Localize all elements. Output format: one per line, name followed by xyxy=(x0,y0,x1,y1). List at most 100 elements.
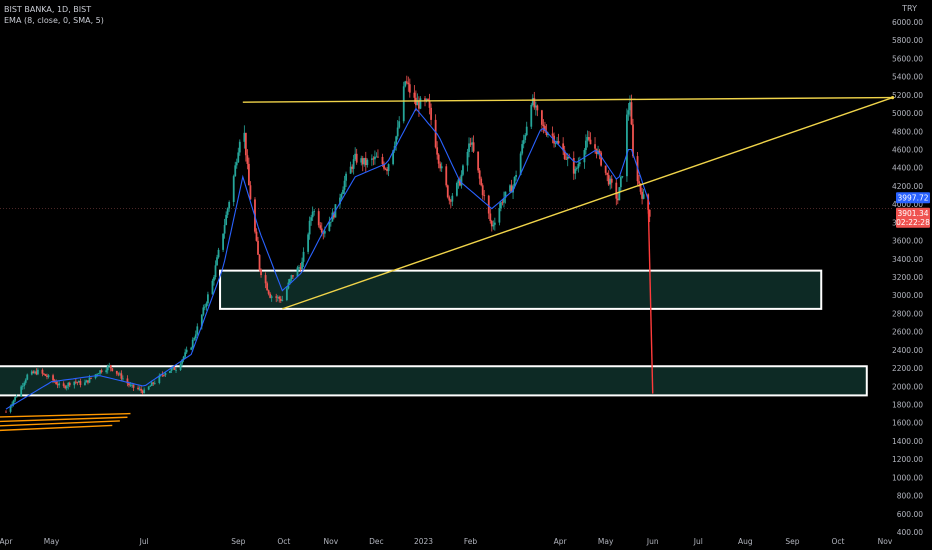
candle-body[interactable] xyxy=(619,177,622,188)
candle-body[interactable] xyxy=(74,381,77,383)
resistance-line[interactable] xyxy=(242,96,893,103)
candle-body[interactable] xyxy=(248,163,250,186)
candle-body[interactable] xyxy=(237,152,240,163)
candle-body[interactable] xyxy=(126,378,129,384)
candle-body[interactable] xyxy=(281,300,284,301)
candle-body[interactable] xyxy=(340,194,343,198)
candle-body[interactable] xyxy=(246,155,249,164)
candle-body[interactable] xyxy=(554,143,557,144)
candle-body[interactable] xyxy=(503,197,505,203)
candle-body[interactable] xyxy=(96,374,98,376)
candle-body[interactable] xyxy=(267,290,270,294)
candle-body[interactable] xyxy=(551,133,554,136)
candle-body[interactable] xyxy=(223,224,226,234)
candle-body[interactable] xyxy=(618,187,621,201)
candle-body[interactable] xyxy=(462,165,464,175)
candle-body[interactable] xyxy=(207,294,209,304)
candle-body[interactable] xyxy=(162,374,165,376)
candle-body[interactable] xyxy=(105,370,108,373)
candle-body[interactable] xyxy=(308,220,311,235)
candle-body[interactable] xyxy=(185,349,188,353)
candle-body[interactable] xyxy=(111,368,114,371)
candle-body[interactable] xyxy=(106,365,109,371)
candle-body[interactable] xyxy=(76,382,79,383)
candle-body[interactable] xyxy=(64,385,67,389)
candle-body[interactable] xyxy=(100,370,103,373)
candle-body[interactable] xyxy=(487,195,490,214)
candle-body[interactable] xyxy=(342,189,344,195)
candle-body[interactable] xyxy=(541,110,543,125)
candle-body[interactable] xyxy=(169,370,171,373)
candle-body[interactable] xyxy=(542,124,545,127)
candle-body[interactable] xyxy=(407,82,410,85)
candle-body[interactable] xyxy=(296,267,299,277)
candle-body[interactable] xyxy=(446,185,449,198)
candle-body[interactable] xyxy=(238,141,241,153)
candle-body[interactable] xyxy=(370,158,373,160)
candle-body[interactable] xyxy=(320,228,323,233)
candle-body[interactable] xyxy=(451,195,454,202)
candle-body[interactable] xyxy=(58,383,61,386)
candle-body[interactable] xyxy=(383,164,385,169)
candle-body[interactable] xyxy=(85,380,88,383)
candle-body[interactable] xyxy=(275,296,278,298)
candle-body[interactable] xyxy=(648,209,651,217)
candle-body[interactable] xyxy=(317,211,320,226)
candle-body[interactable] xyxy=(629,102,631,111)
candle-body[interactable] xyxy=(562,143,565,151)
candle-body[interactable] xyxy=(137,387,139,390)
candle-body[interactable] xyxy=(585,140,587,151)
candle-body[interactable] xyxy=(173,367,176,370)
candle-body[interactable] xyxy=(563,150,566,159)
candle-body[interactable] xyxy=(179,363,182,370)
candle-body[interactable] xyxy=(36,369,39,375)
candle-body[interactable] xyxy=(161,374,164,376)
candle-body[interactable] xyxy=(310,217,313,221)
candle-body[interactable] xyxy=(120,373,123,379)
candle-body[interactable] xyxy=(448,197,451,201)
candle-body[interactable] xyxy=(616,198,619,201)
candle-body[interactable] xyxy=(307,234,310,252)
candle-body[interactable] xyxy=(610,178,613,183)
candle-body[interactable] xyxy=(437,154,440,164)
candle-body[interactable] xyxy=(128,383,130,386)
candle-body[interactable] xyxy=(440,166,443,169)
candle-body[interactable] xyxy=(392,150,395,165)
candle-body[interactable] xyxy=(351,166,354,169)
candle-body[interactable] xyxy=(118,373,121,375)
candle-body[interactable] xyxy=(372,158,375,160)
candle-body[interactable] xyxy=(90,377,92,379)
candle-body[interactable] xyxy=(425,99,428,101)
candle-body[interactable] xyxy=(182,356,185,360)
candle-body[interactable] xyxy=(222,233,224,250)
candle-body[interactable] xyxy=(455,183,458,196)
candle-body[interactable] xyxy=(5,411,7,413)
candle-body[interactable] xyxy=(55,381,57,385)
candle-body[interactable] xyxy=(588,137,590,140)
support-line-3[interactable] xyxy=(0,420,120,427)
candle-body[interactable] xyxy=(172,367,174,369)
candle-body[interactable] xyxy=(345,173,347,181)
candle-body[interactable] xyxy=(298,267,300,269)
candle-body[interactable] xyxy=(427,99,429,101)
candle-body[interactable] xyxy=(360,158,363,163)
candle-body[interactable] xyxy=(642,194,645,199)
candle-body[interactable] xyxy=(153,382,156,384)
candle-body[interactable] xyxy=(377,156,379,158)
candle-body[interactable] xyxy=(606,172,609,175)
candle-body[interactable] xyxy=(589,139,592,145)
candle-body[interactable] xyxy=(20,386,23,397)
candle-body[interactable] xyxy=(26,374,29,380)
candle-body[interactable] xyxy=(129,384,132,386)
candle-body[interactable] xyxy=(556,141,558,144)
candle-body[interactable] xyxy=(203,306,206,308)
candle-body[interactable] xyxy=(472,142,475,152)
candle-body[interactable] xyxy=(184,352,187,357)
candle-body[interactable] xyxy=(200,314,203,327)
candle-body[interactable] xyxy=(44,374,47,377)
candle-body[interactable] xyxy=(194,334,197,339)
candle-body[interactable] xyxy=(374,156,376,160)
candle-body[interactable] xyxy=(143,389,146,394)
candle-body[interactable] xyxy=(35,371,38,375)
